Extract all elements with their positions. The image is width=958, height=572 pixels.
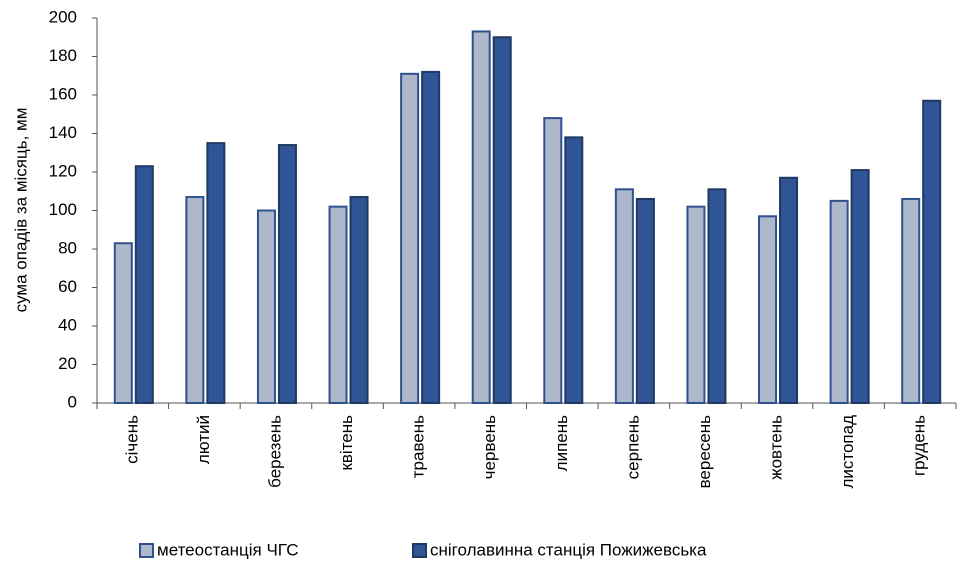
y-axis-label: сума опадів за місяць, мм [11, 108, 30, 313]
y-tick-label: 100 [49, 200, 77, 219]
bar [922, 99, 942, 405]
bar [256, 209, 276, 404]
y-tick-label: 140 [49, 123, 77, 142]
bar [328, 205, 348, 404]
bar [901, 197, 921, 404]
legend-swatch [139, 543, 154, 558]
y-tick-label: 180 [49, 46, 77, 65]
bar [564, 136, 584, 404]
bar [686, 205, 706, 404]
bar [185, 196, 205, 404]
y-tick-label: 120 [49, 161, 77, 180]
x-tick-label: квітень [337, 415, 356, 471]
bar [113, 242, 133, 404]
x-tick-label: серпень [623, 415, 642, 479]
bar [635, 197, 655, 404]
y-tick-label: 160 [49, 84, 77, 103]
bar [779, 176, 799, 404]
bar [543, 117, 563, 404]
bar [134, 165, 154, 404]
legend-label: метеостанція ЧГС [157, 540, 299, 559]
bar [614, 188, 634, 404]
x-tick-label: травень [409, 415, 428, 478]
bar [206, 142, 226, 404]
y-tick-label: 200 [49, 7, 77, 26]
x-tick-label: жовтень [767, 415, 786, 480]
bar [471, 30, 491, 404]
x-tick-label: січень [122, 415, 141, 464]
x-tick-label: листопад [838, 415, 857, 489]
bar [349, 196, 369, 404]
y-tick-label: 40 [58, 315, 77, 334]
y-tick-label: 80 [58, 238, 77, 257]
bar [277, 144, 297, 405]
x-tick-label: лютий [194, 415, 213, 464]
bar [707, 188, 727, 404]
bar [492, 36, 512, 404]
x-tick-label: березень [265, 415, 284, 488]
y-tick-label: 60 [58, 277, 77, 296]
x-tick-label: липень [552, 415, 571, 471]
bar [758, 215, 778, 404]
x-tick-label: вересень [695, 415, 714, 489]
x-tick-label: грудень [910, 415, 929, 476]
bar [400, 72, 420, 404]
y-tick-label: 0 [68, 392, 77, 411]
x-tick-label: червень [480, 415, 499, 479]
legend-swatch [412, 543, 427, 558]
bar [421, 70, 441, 405]
bar [850, 169, 870, 404]
legend-label: сніголавинна станція Пожижевська [430, 540, 707, 559]
bar [829, 199, 849, 404]
y-tick-label: 20 [58, 354, 77, 373]
